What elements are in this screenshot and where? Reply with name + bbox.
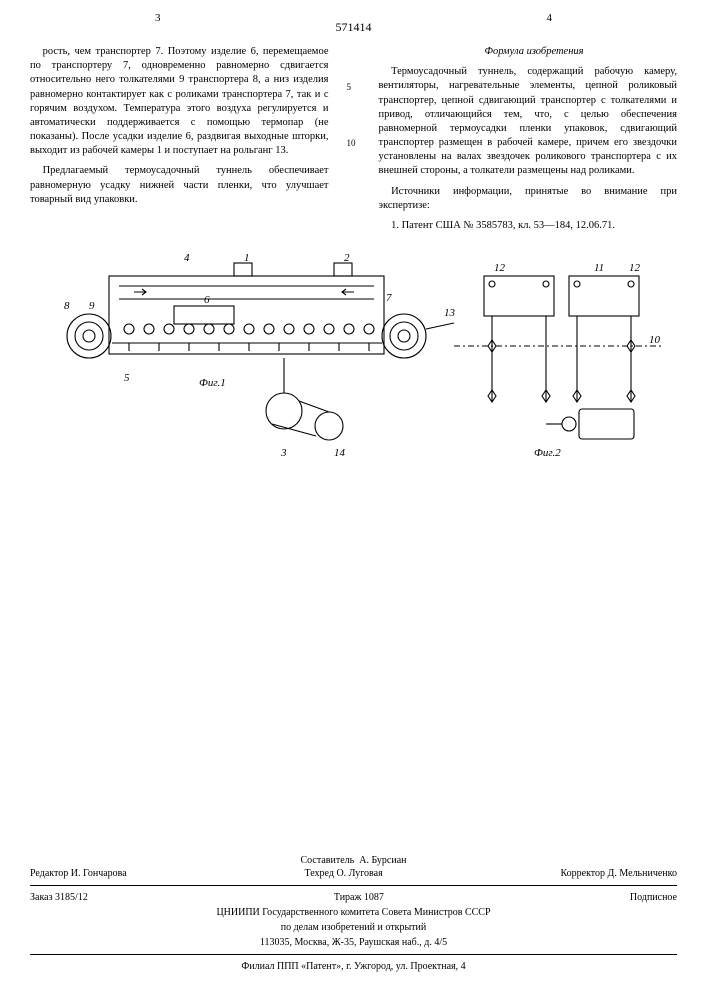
ref-3: 3 bbox=[280, 447, 287, 459]
left-para-2: Предлагаемый термоусадочный туннель обес… bbox=[30, 164, 329, 207]
line-marker: 10 bbox=[347, 137, 356, 149]
techred-label: Техред bbox=[305, 868, 334, 879]
fig1-label: Фиг.1 bbox=[199, 377, 226, 389]
page-number-right: 4 bbox=[547, 12, 553, 24]
colophon-footer: Составитель А. Бурсиан Редактор И. Гонча… bbox=[30, 855, 677, 972]
claim-title: Формула изобретения bbox=[379, 45, 678, 59]
corrector-name: Д. Мельниченко bbox=[608, 868, 677, 879]
fig2-label: Фиг.2 bbox=[534, 447, 561, 459]
left-para-1: рость, чем транспортер 7. Поэтому издели… bbox=[30, 45, 329, 158]
patent-figure: 1 2 3 4 5 6 7 8 9 13 14 Фиг.1 bbox=[34, 251, 674, 511]
document-number: 571414 bbox=[30, 20, 677, 35]
right-para-2: Источники информации, принятые во вниман… bbox=[379, 185, 678, 213]
ref-11: 11 bbox=[594, 262, 604, 274]
tirage: Тираж 1087 bbox=[334, 892, 384, 903]
right-para-3: 1. Патент США № 3585783, кл. 53—184, 12.… bbox=[379, 219, 678, 233]
order-number: Заказ 3185/12 bbox=[30, 892, 88, 903]
ref-10: 10 bbox=[649, 334, 661, 346]
text-columns: рость, чем транспортер 7. Поэтому издели… bbox=[30, 45, 677, 239]
figure-area: 1 2 3 4 5 6 7 8 9 13 14 Фиг.1 bbox=[30, 251, 677, 511]
ref-5: 5 bbox=[124, 372, 130, 384]
corrector-label: Корректор bbox=[560, 868, 605, 879]
right-column: Формула изобретения Термоусадочный тунне… bbox=[379, 45, 678, 239]
subscription: Подписное bbox=[630, 892, 677, 903]
compiler-name: А. Бурсиан bbox=[359, 855, 406, 866]
editor-label: Редактор bbox=[30, 868, 68, 879]
org-line-1: ЦНИИПИ Государственного комитета Совета … bbox=[30, 907, 677, 918]
ref-12a: 12 bbox=[494, 262, 506, 274]
ref-2: 2 bbox=[344, 252, 350, 264]
line-number-gutter: 5 10 bbox=[347, 45, 361, 239]
ref-12b: 12 bbox=[629, 262, 641, 274]
org-line-2: по делам изобретений и открытий bbox=[30, 922, 677, 933]
line-marker: 5 bbox=[347, 81, 352, 93]
techred-name: О. Луговая bbox=[336, 868, 382, 879]
ref-7: 7 bbox=[386, 292, 392, 304]
compiler-label: Составитель bbox=[300, 855, 354, 866]
ref-14: 14 bbox=[334, 447, 346, 459]
ref-9: 9 bbox=[89, 300, 95, 312]
ref-4: 4 bbox=[184, 252, 190, 264]
right-para-1: Термоусадочный туннель, содержащий рабоч… bbox=[379, 65, 678, 178]
ref-8: 8 bbox=[64, 300, 70, 312]
address-2: Филиал ППП «Патент», г. Ужгород, ул. Про… bbox=[30, 961, 677, 972]
left-column: рость, чем транспортер 7. Поэтому издели… bbox=[30, 45, 329, 239]
ref-13: 13 bbox=[444, 307, 456, 319]
page-number-left: 3 bbox=[155, 12, 161, 24]
address-1: 113035, Москва, Ж-35, Раушская наб., д. … bbox=[30, 937, 677, 948]
ref-1: 1 bbox=[244, 252, 250, 264]
editor-name: И. Гончарова bbox=[71, 868, 127, 879]
ref-6: 6 bbox=[204, 294, 210, 306]
